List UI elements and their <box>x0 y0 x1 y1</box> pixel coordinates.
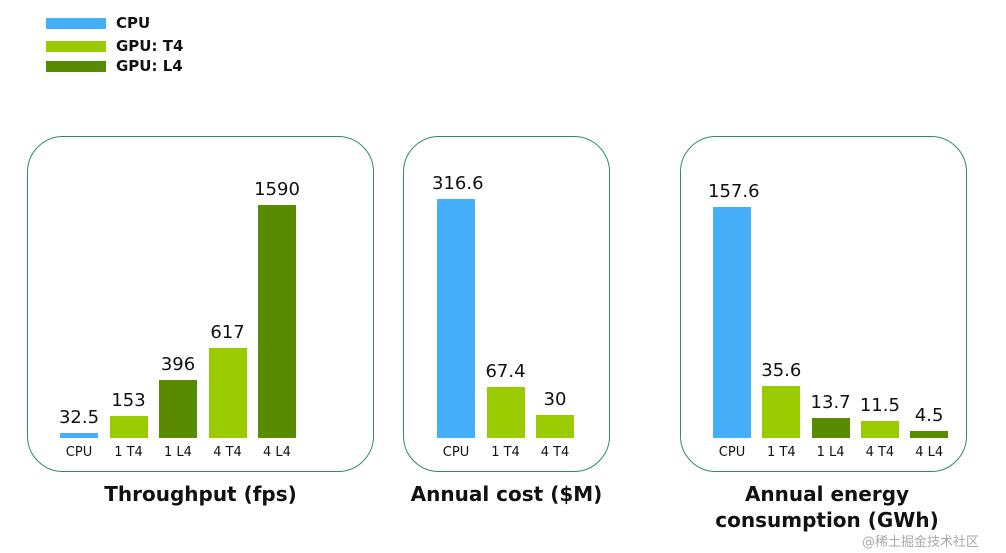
category-label: 4 T4 <box>540 445 570 460</box>
bar-1-t4 <box>486 387 525 438</box>
legend-label: CPU <box>116 14 151 32</box>
bar-4-t4 <box>860 421 899 438</box>
bar-4-t4 <box>208 347 247 438</box>
data-label: 13.7 <box>810 391 851 413</box>
bar-cpu <box>713 207 751 438</box>
data-label: 4.5 <box>914 405 944 427</box>
throughput-panel <box>27 136 374 472</box>
category-label: 1 L4 <box>816 445 845 460</box>
category-label: 4 L4 <box>263 445 291 460</box>
category-label: 1 T4 <box>114 445 143 460</box>
energy-title: Annual energy consumption (GWh) <box>715 482 939 532</box>
category-label: 1 T4 <box>766 445 796 460</box>
legend-label: GPU: L4 <box>116 57 183 75</box>
data-label: 157.6 <box>708 181 760 202</box>
watermark: @稀土掘金技术社区 <box>862 535 980 550</box>
category-label: 1 T4 <box>491 445 520 460</box>
legend-item-cpu: CPU <box>46 14 151 32</box>
legend-swatch <box>46 60 106 72</box>
legend-item-gpu-l4: GPU: L4 <box>46 57 183 75</box>
bar-1-t4 <box>762 385 801 438</box>
cost-panel <box>403 136 610 472</box>
bar-1-t4 <box>109 415 148 438</box>
data-label: 67.4 <box>485 361 526 383</box>
category-label: CPU <box>718 445 746 460</box>
data-label: 35.6 <box>761 359 802 381</box>
throughput-title: Throughput (fps) <box>104 482 297 506</box>
bar-4-l4 <box>910 431 949 438</box>
bar-cpu <box>60 433 98 438</box>
bar-4-l4 <box>258 205 296 438</box>
energy-panel <box>680 136 967 472</box>
category-label: 4 L4 <box>915 445 944 460</box>
legend-swatch <box>46 40 106 52</box>
legend-item-gpu-t4: GPU: T4 <box>46 37 184 55</box>
bar-cpu <box>437 199 475 438</box>
category-label: 4 T4 <box>865 445 895 460</box>
bar-1-l4 <box>811 417 850 438</box>
category-label: 1 L4 <box>164 445 192 460</box>
category-label: 4 T4 <box>213 445 242 460</box>
category-label: CPU <box>442 445 470 460</box>
data-label: 11.5 <box>859 395 900 417</box>
data-label: 396 <box>160 353 196 375</box>
cost-title: Annual cost ($M) <box>410 482 603 506</box>
bar-4-t4 <box>536 415 574 438</box>
data-label: 153 <box>111 389 146 411</box>
category-label: CPU <box>65 445 93 460</box>
legend-swatch <box>46 17 106 29</box>
data-label: 32.5 <box>58 407 100 429</box>
data-label: 1590 <box>254 179 300 200</box>
data-label: 316.6 <box>432 173 484 194</box>
data-label: 30 <box>543 389 567 411</box>
data-label: 617 <box>210 321 245 343</box>
legend-label: GPU: T4 <box>116 37 184 55</box>
bar-1-l4 <box>159 379 197 438</box>
